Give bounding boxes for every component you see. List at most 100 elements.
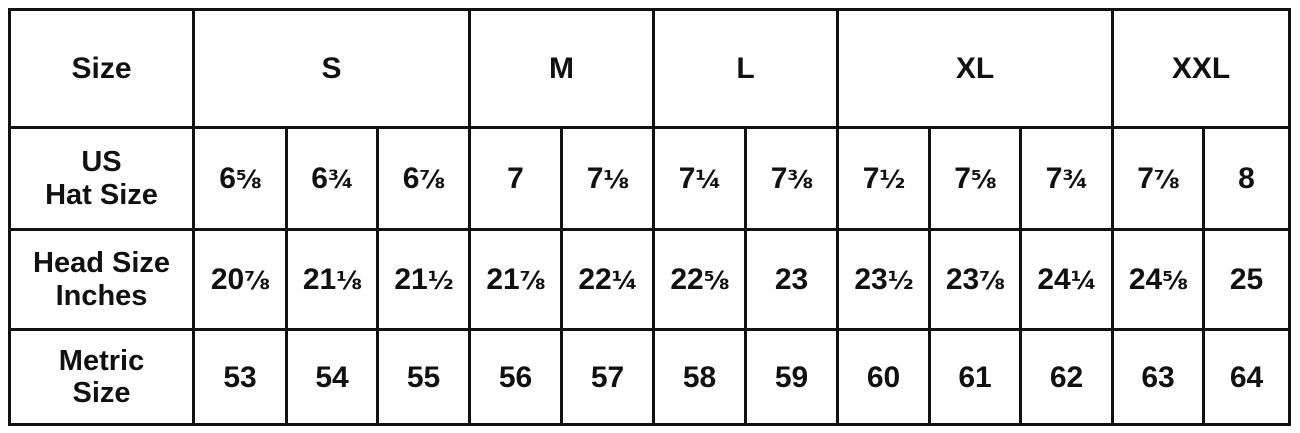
- table-cell: 57: [560, 328, 655, 426]
- cell-fraction: ¼: [695, 165, 721, 194]
- row-label-line: Size: [72, 377, 131, 409]
- us-hat-size-row: US Hat Size 6⅝ 6¾ 6⅞ 7 7⅛ 7¼ 7⅜ 7½ 7⅝ 7¾ 7⅞ 8: [8, 126, 1291, 231]
- cell-whole: 24: [1037, 263, 1071, 296]
- cell-whole: 8: [1238, 162, 1255, 195]
- table-cell: 6⅞: [376, 126, 471, 231]
- table-cell: 6¾: [285, 126, 379, 231]
- cell-whole: 57: [590, 360, 625, 394]
- table-cell: 7⅞: [1111, 126, 1205, 231]
- cell-whole: 22: [578, 263, 612, 296]
- row-label-line: Metric: [58, 344, 145, 377]
- cell-whole: 7: [586, 162, 604, 195]
- table-cell: 7¾: [1019, 126, 1114, 231]
- table-cell: 22⅝: [652, 228, 747, 331]
- cell-fraction: ¼: [611, 266, 638, 295]
- table-cell: 23⅞: [928, 228, 1022, 331]
- table-cell: 23: [744, 228, 839, 331]
- cell-fraction: ⅞: [979, 266, 1005, 295]
- cell-fraction: ¾: [1062, 165, 1088, 194]
- row-label-line: US: [81, 146, 122, 179]
- cell-whole: 7: [862, 162, 880, 195]
- table-cell: 7⅛: [560, 126, 655, 231]
- cell-whole: 21: [394, 263, 428, 296]
- table-cell: 54: [285, 328, 379, 426]
- cell-whole: 6: [402, 162, 420, 195]
- cell-whole: 23: [854, 263, 888, 296]
- table-cell: 21⅞: [468, 228, 563, 331]
- cell-fraction: ⅝: [703, 266, 730, 295]
- cell-whole: 25: [1229, 263, 1264, 296]
- cell-whole: 23: [774, 263, 809, 296]
- cell-whole: 6: [219, 162, 236, 195]
- table-cell: 22¼: [560, 228, 655, 331]
- table-cell: 21½: [376, 228, 471, 331]
- table-cell: 63: [1111, 328, 1205, 426]
- table-cell: 7¼: [652, 126, 747, 231]
- cell-fraction: ⅞: [519, 266, 546, 295]
- cell-fraction: ⅜: [787, 165, 813, 194]
- table-cell: 53: [192, 328, 288, 426]
- cell-fraction: ½: [427, 266, 454, 295]
- row-label: US Hat Size: [8, 126, 195, 231]
- cell-fraction: ⅝: [235, 165, 262, 194]
- cell-whole: 23: [945, 263, 980, 296]
- size-group-m: M: [468, 8, 655, 129]
- cell-whole: 55: [406, 360, 441, 394]
- cell-fraction: ⅞: [244, 266, 270, 295]
- cell-whole: 22: [670, 263, 704, 296]
- cell-fraction: ¾: [327, 165, 354, 194]
- row-label: Metric Size: [8, 328, 195, 426]
- cell-fraction: ⅞: [1153, 165, 1180, 194]
- row-label: Head Size Inches: [8, 228, 195, 331]
- table-cell: 7⅝: [928, 126, 1022, 231]
- cell-fraction: ⅝: [1162, 266, 1188, 295]
- table-cell: 8: [1202, 126, 1291, 231]
- metric-size-row: Metric Size 53 54 55 56 57 58 59 60 61 62 63 64: [8, 328, 1291, 426]
- size-group-l: L: [652, 8, 839, 129]
- table-cell: 60: [836, 328, 931, 426]
- cell-whole: 7: [678, 162, 696, 195]
- table-cell: 58: [652, 328, 747, 426]
- table-cell: 23½: [836, 228, 931, 331]
- size-group-xxl: XXL: [1111, 8, 1291, 129]
- cell-whole: 61: [958, 360, 992, 394]
- cell-whole: 54: [315, 360, 349, 394]
- cell-whole: 6: [311, 162, 328, 195]
- row-label-line: Head Size: [33, 247, 170, 280]
- cell-fraction: ⅝: [970, 165, 997, 194]
- cell-whole: 59: [774, 360, 809, 394]
- cell-fraction: ⅞: [419, 165, 445, 194]
- table-cell: 64: [1202, 328, 1291, 426]
- cell-whole: 7: [954, 162, 971, 195]
- table-cell: 61: [928, 328, 1022, 426]
- cell-fraction: ⅛: [336, 266, 362, 295]
- cell-whole: 21: [302, 263, 337, 296]
- row-label-line: Hat Size: [45, 178, 158, 211]
- size-group-xl: XL: [836, 8, 1114, 129]
- table-cell: 24⅝: [1111, 228, 1205, 331]
- cell-whole: 21: [486, 263, 520, 296]
- cell-whole: 7: [770, 162, 788, 195]
- cell-whole: 62: [1049, 360, 1084, 394]
- table-cell: 56: [468, 328, 563, 426]
- head-size-inches-row: Head Size Inches 20⅞ 21⅛ 21½ 21⅞ 22¼ 22⅝ 23 23½ 23…: [8, 228, 1291, 331]
- cell-whole: 60: [866, 360, 901, 394]
- hat-size-chart: Size S M L XL XXL US Hat Size 6⅝ 6¾ 6⅞ 7 7⅛ 7¼ 7⅜ 7½ 7⅝ 7…: [8, 8, 1291, 426]
- table-cell: 6⅝: [192, 126, 288, 231]
- cell-fraction: ½: [879, 165, 905, 194]
- cell-whole: 63: [1141, 360, 1175, 394]
- cell-fraction: ⅛: [603, 165, 629, 194]
- cell-whole: 64: [1229, 360, 1264, 394]
- cell-whole: 20: [210, 263, 245, 296]
- table-cell: 21⅛: [285, 228, 379, 331]
- table-cell: 7: [468, 126, 563, 231]
- table-cell: 24¼: [1019, 228, 1114, 331]
- table-cell: 62: [1019, 328, 1114, 426]
- cell-fraction: ¼: [1070, 266, 1097, 295]
- cell-fraction: ½: [887, 266, 914, 295]
- table-cell: 7⅜: [744, 126, 839, 231]
- table-cell: 25: [1202, 228, 1291, 331]
- cell-whole: 58: [682, 360, 717, 394]
- size-header-row: Size S M L XL XXL: [8, 8, 1291, 129]
- table-cell: 20⅞: [192, 228, 288, 331]
